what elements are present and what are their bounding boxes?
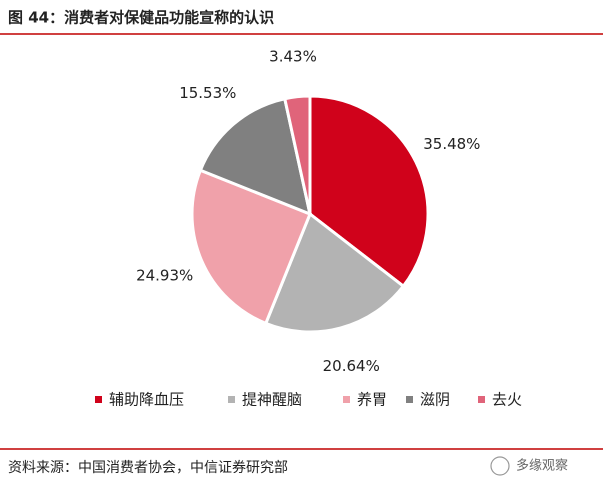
legend-swatch: [406, 396, 413, 403]
pie-slice: [282, 94, 312, 215]
legend-label: 滋阴: [420, 391, 450, 409]
pie-slice: [190, 168, 312, 326]
data-label: 15.53%: [179, 84, 236, 102]
data-label: 20.64%: [323, 357, 380, 375]
legend: 辅助降血压 提神醒脑 养胃 滋阴 去火: [95, 391, 522, 409]
pie-slice: [308, 94, 430, 289]
pie-slice: [263, 211, 406, 334]
pie: 35.48% 20.64% 24.93% 15.53% 3.43%: [136, 47, 480, 375]
legend-swatch: [343, 396, 350, 403]
source: 资料来源：中国消费者协会，中信证券研究部: [8, 460, 288, 476]
data-label: 35.48%: [423, 135, 480, 153]
legend-swatch: [95, 396, 102, 403]
data-label: 24.93%: [136, 267, 193, 285]
legend-label: 养胃: [357, 391, 387, 409]
data-label: 3.43%: [269, 47, 317, 65]
watermark: 多缘观察: [516, 458, 568, 474]
legend-swatch: [478, 396, 485, 403]
legend-label: 辅助降血压: [109, 391, 184, 409]
pie-slice: [198, 96, 313, 217]
legend-label: 提神醒脑: [242, 391, 302, 409]
watermark-icon: [490, 456, 510, 476]
legend-swatch: [228, 396, 235, 403]
chart-title: 图 44：消费者对保健品功能宣称的认识: [8, 9, 274, 27]
legend-label: 去火: [492, 391, 522, 409]
